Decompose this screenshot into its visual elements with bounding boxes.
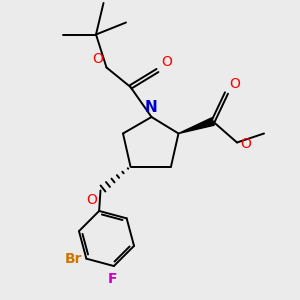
Text: Br: Br <box>64 252 82 266</box>
Text: F: F <box>108 272 117 286</box>
Text: O: O <box>86 193 97 207</box>
Text: N: N <box>145 100 158 115</box>
Polygon shape <box>178 118 214 134</box>
Text: O: O <box>230 77 240 92</box>
Text: O: O <box>92 52 103 66</box>
Text: O: O <box>241 137 251 151</box>
Text: O: O <box>161 55 172 69</box>
